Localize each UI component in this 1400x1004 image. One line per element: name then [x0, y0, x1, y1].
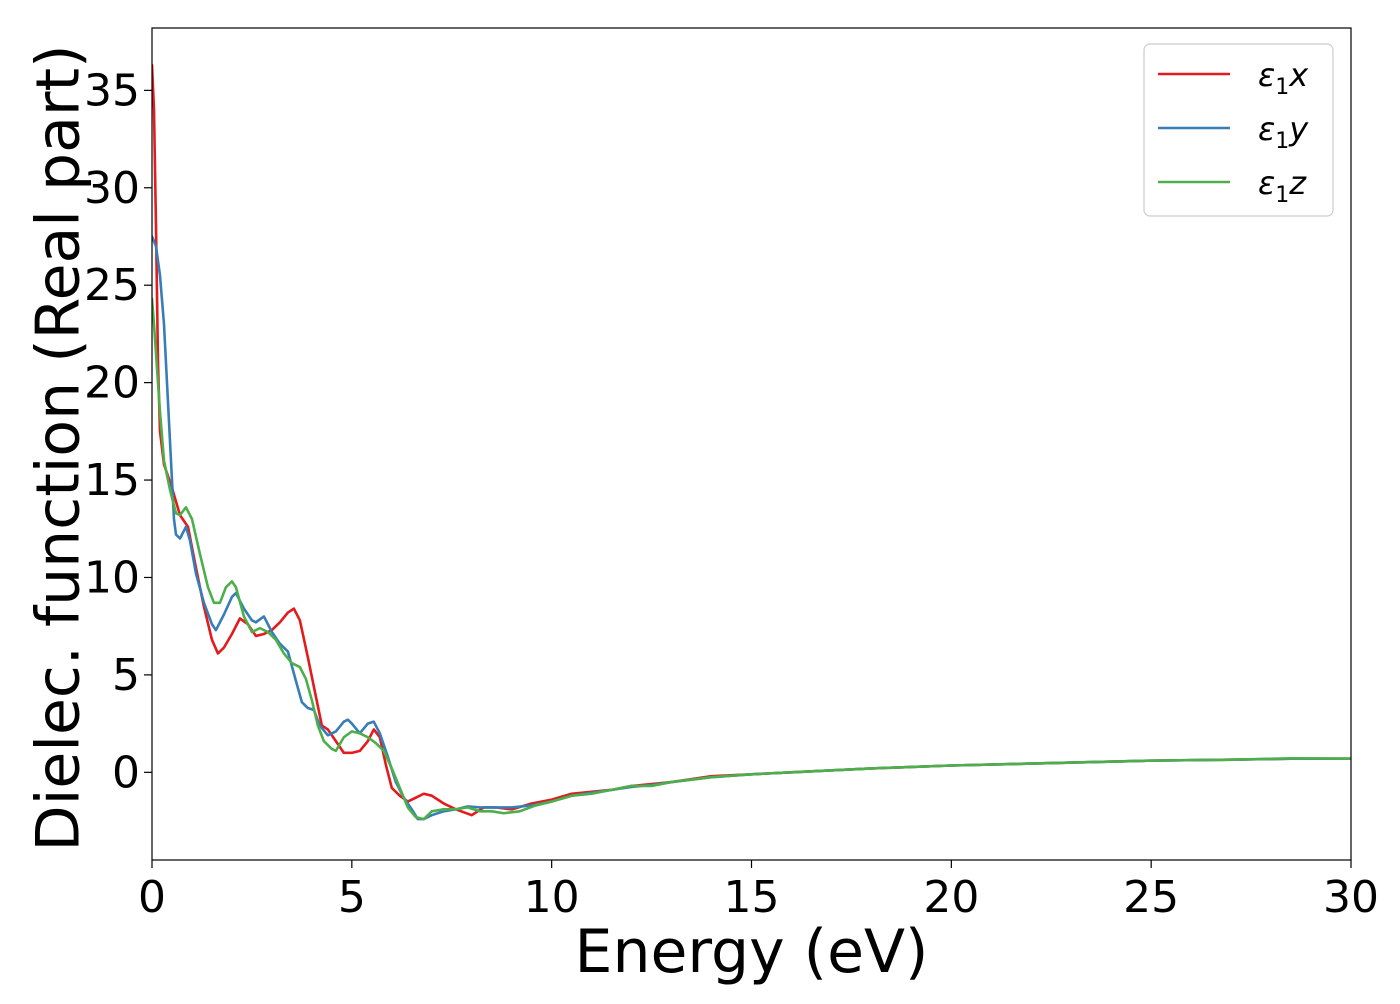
y-tick-label: 10 — [84, 552, 140, 603]
x-tick-label: 0 — [138, 872, 166, 923]
y-tick-label: 15 — [84, 455, 140, 506]
x-tick-label: 20 — [923, 872, 979, 923]
x-tick-label: 30 — [1323, 872, 1379, 923]
y-tick-label: 25 — [84, 260, 140, 311]
x-tick-label: 5 — [338, 872, 366, 923]
legend-label-x: ε1x — [1258, 56, 1309, 100]
legend-label-z: ε1z — [1258, 164, 1307, 208]
y-tick-label: 35 — [84, 65, 140, 116]
x-tick-label: 10 — [524, 872, 580, 923]
y-tick-label: 0 — [112, 747, 140, 798]
y-tick-label: 5 — [112, 650, 140, 701]
x-axis-label: Energy (eV) — [575, 917, 929, 987]
x-tick-label: 15 — [724, 872, 780, 923]
x-tick-label: 25 — [1123, 872, 1179, 923]
y-tick-label: 30 — [84, 163, 140, 214]
legend: ε1x ε1y ε1z — [1143, 43, 1334, 217]
series-line-y — [152, 235, 1351, 821]
y-tick-label: 20 — [84, 358, 140, 409]
legend-frame — [1143, 43, 1334, 217]
series-line-z — [152, 297, 1351, 821]
legend-label-y: ε1y — [1258, 110, 1309, 154]
y-axis-label: Dielec. function (Real part) — [24, 45, 94, 852]
